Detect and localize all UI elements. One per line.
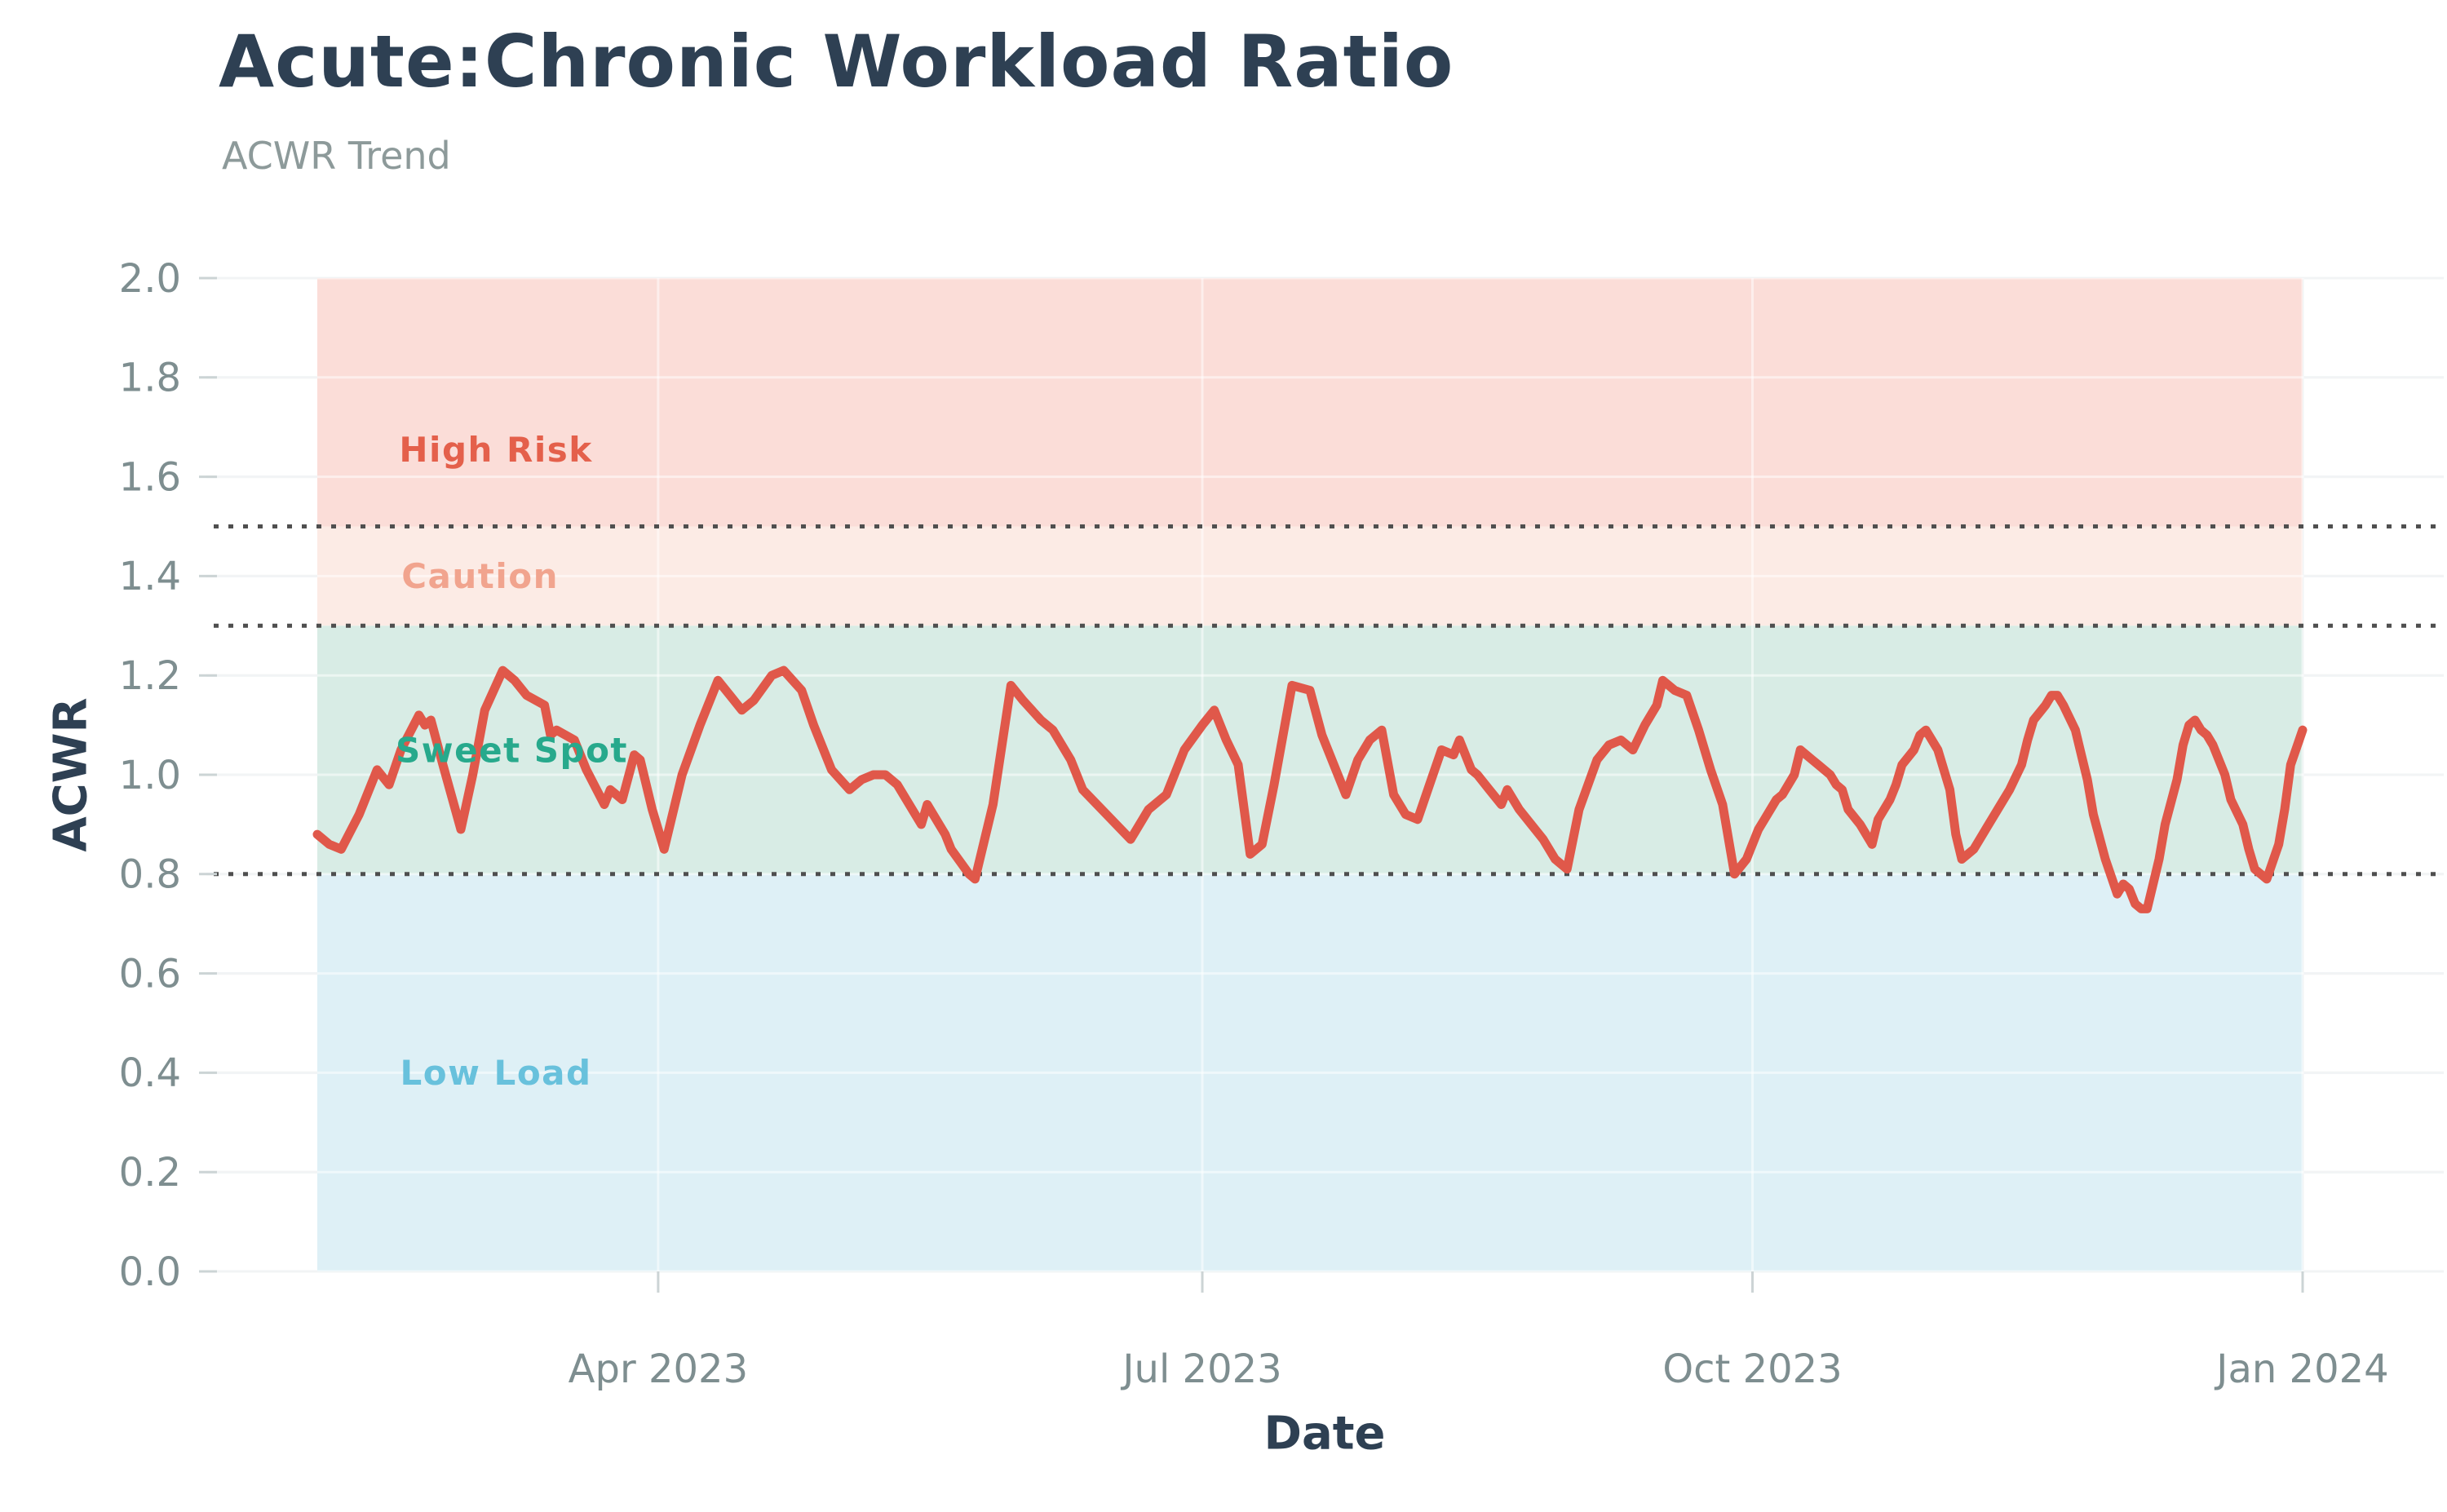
zone-label-sweet-spot: Sweet Spot bbox=[396, 730, 628, 770]
y-tick-label: 1.0 bbox=[119, 753, 181, 798]
x-tick-label: Apr 2023 bbox=[569, 1346, 748, 1392]
x-tick-label: Oct 2023 bbox=[1662, 1346, 1842, 1392]
tick-labels: 0.0 0.2 0.4 0.6 0.8 1.0 1.2 1.4 1.6 1.8 2.0 Apr 202… bbox=[119, 256, 2389, 1392]
y-tick-label: 0.4 bbox=[119, 1050, 181, 1096]
y-tick-label: 1.4 bbox=[119, 554, 181, 599]
y-tick-label: 1.2 bbox=[119, 653, 181, 699]
axis-ticks bbox=[199, 276, 2304, 1293]
x-tick-label: Jan 2024 bbox=[2214, 1346, 2388, 1392]
zone-label-low-load: Low Load bbox=[400, 1053, 592, 1093]
chart-title: Acute:Chronic Workload Ratio bbox=[219, 20, 1454, 104]
zone-label-caution: Caution bbox=[401, 556, 559, 596]
threshold-dotted-lines bbox=[214, 524, 2444, 877]
chart-subtitle: ACWR Trend bbox=[222, 134, 451, 178]
zone-label-high-risk: High Risk bbox=[399, 430, 592, 470]
zone-sweet-spot bbox=[317, 626, 2303, 874]
acwr-trend-line bbox=[312, 665, 2308, 913]
gridlines-over bbox=[206, 276, 2444, 1273]
y-tick-label: 0.6 bbox=[119, 951, 181, 997]
y-tick-label: 0.2 bbox=[119, 1150, 181, 1196]
y-tick-label: 2.0 bbox=[119, 256, 181, 302]
acwr-line bbox=[312, 665, 2308, 913]
x-axis-title: Date bbox=[1263, 1408, 1385, 1461]
y-axis-title: ACWR bbox=[45, 697, 98, 851]
zone-high-risk bbox=[317, 278, 2303, 527]
zone-labels: High Risk Caution Sweet Spot Low Load bbox=[396, 430, 628, 1093]
x-tick-label: Jul 2023 bbox=[1120, 1346, 1281, 1392]
y-tick-label: 1.8 bbox=[119, 356, 181, 401]
y-tick-label: 1.6 bbox=[119, 454, 181, 500]
y-tick-label: 0.8 bbox=[119, 852, 181, 898]
y-tick-label: 0.0 bbox=[119, 1249, 181, 1295]
